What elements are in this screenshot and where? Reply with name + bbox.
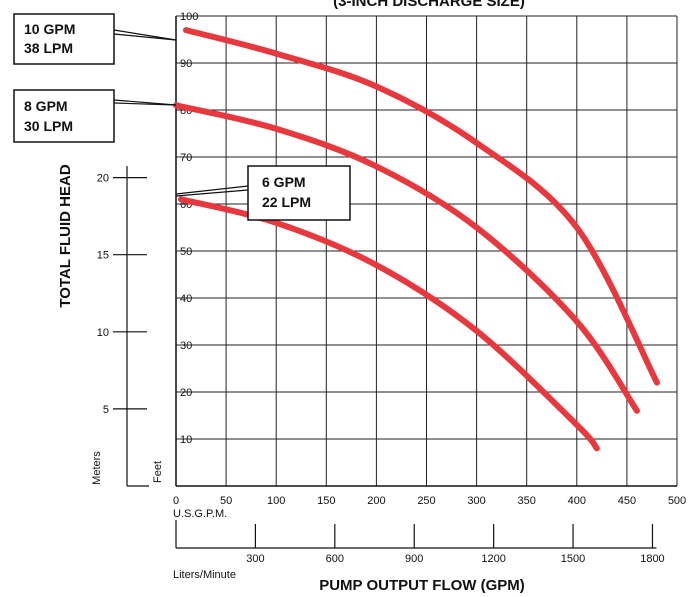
callout-box	[13, 13, 115, 65]
axes	[113, 16, 677, 549]
callout-leader	[175, 189, 249, 197]
callout-label: 6 GPM	[262, 174, 306, 190]
callout-label: 30 LPM	[24, 118, 73, 134]
x-tick-label: 0	[173, 495, 179, 507]
y2-tick-label: 20	[97, 173, 109, 185]
x-tick-label: 150	[317, 495, 335, 507]
y2-tick-label: 10	[97, 327, 109, 339]
y-tick-label: 40	[180, 293, 192, 305]
curve-2	[178, 196, 600, 452]
x2-tick-label: 300	[246, 553, 264, 565]
x-tick-label: 200	[367, 495, 385, 507]
curve-0	[183, 27, 660, 386]
x2-tick-label: 600	[326, 553, 344, 565]
curve-1	[173, 102, 640, 414]
x2-tick-label: 900	[405, 553, 423, 565]
x-tick-label: 500	[668, 495, 686, 507]
y-tick-label: 100	[180, 11, 198, 23]
y2-tick-label: 15	[97, 250, 109, 262]
x2-tick-label: 1200	[481, 553, 505, 565]
x-tick-label: 250	[417, 495, 435, 507]
callout-leader	[113, 102, 177, 106]
callout-box	[13, 89, 115, 143]
x-axis-title: PUMP OUTPUT FLOW (GPM)	[319, 577, 525, 594]
x-tick-label: 300	[467, 495, 485, 507]
y2-tick-label: 5	[103, 404, 109, 416]
callout-label: 38 LPM	[24, 40, 73, 56]
callout-label: 8 GPM	[24, 98, 68, 114]
y-tick-label: 50	[180, 246, 192, 258]
x-tick-label: 100	[267, 495, 285, 507]
x-tick-label: 450	[618, 495, 636, 507]
y-tick-label: 20	[180, 387, 192, 399]
callout-leader	[113, 29, 177, 41]
x-tick-label: 50	[220, 495, 232, 507]
y-tick-label: 30	[180, 340, 192, 352]
callout-leader	[113, 33, 177, 41]
y2-axis-unit-label: Meters	[91, 451, 103, 485]
y-axis-title: TOTAL FLUID HEAD	[57, 164, 74, 307]
callout-label: 10 GPM	[24, 21, 75, 37]
chart-title: (3-INCH DISCHARGE SIZE)	[333, 0, 525, 10]
y-tick-label: 90	[180, 58, 192, 70]
x-axis-unit-label: U.S.G.P.M.	[173, 508, 227, 520]
x2-tick-label: 1800	[640, 553, 664, 565]
callout-leader	[175, 185, 249, 195]
y-tick-label: 10	[180, 434, 192, 446]
y-tick-label: 70	[180, 152, 192, 164]
x2-tick-label: 1500	[561, 553, 585, 565]
curves	[173, 27, 660, 452]
callout-box	[247, 165, 351, 221]
y-axis-unit-label: Feet	[152, 461, 164, 483]
callout-label: 22 LPM	[262, 194, 311, 210]
x2-axis-unit-label: Liters/Minute	[173, 569, 236, 581]
callouts: 10 GPM 38 LPM 8 GPM 30 LPM 6 GPM 22 LPM	[13, 13, 351, 221]
grid	[175, 15, 678, 486]
x-tick-label: 400	[568, 495, 586, 507]
x-tick-label: 350	[518, 495, 536, 507]
